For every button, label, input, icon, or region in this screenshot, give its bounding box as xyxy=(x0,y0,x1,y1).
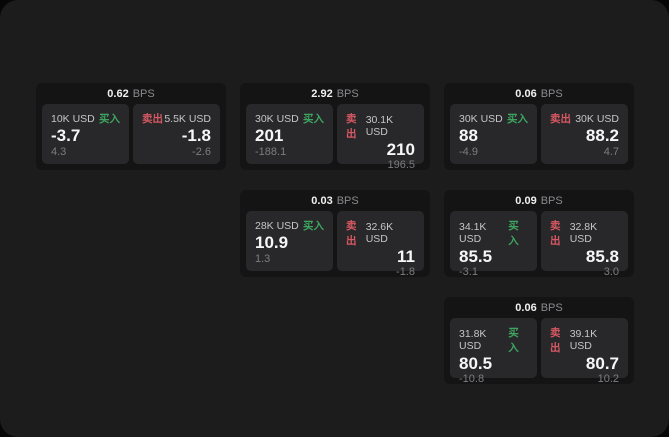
buy-delta: 1.3 xyxy=(255,253,271,265)
buy-price: 80.5 xyxy=(459,354,493,373)
bps-unit-label: BPS xyxy=(540,301,563,314)
buy-size: 10K USD xyxy=(51,112,95,125)
buy-size: 28K USD xyxy=(255,219,299,232)
buy-label: 买入 xyxy=(99,113,120,125)
buy-label: 买入 xyxy=(508,220,519,247)
sell-size: 30K USD xyxy=(575,112,619,125)
sell-size: 32.8K USD xyxy=(569,221,598,245)
buy-label: 买入 xyxy=(507,113,528,125)
sell-panel[interactable]: 卖出 32.6K USD 11 -1.8 xyxy=(337,211,424,278)
bps-value: 0.03 xyxy=(311,194,333,207)
buy-panel[interactable]: 28K USD 买入 10.9 1.3 xyxy=(246,211,333,271)
buy-panel[interactable]: 30K USD 买入 201 -188.1 xyxy=(246,104,333,164)
sell-label: 卖出 xyxy=(550,220,561,247)
sell-price: 80.7 xyxy=(585,354,619,373)
sell-panel[interactable]: 卖出 39.1K USD 80.7 10.2 xyxy=(541,318,628,385)
quote-card: 0.62 BPS 10K USD 买入 -3.7 4.3 卖出 5.5K USD… xyxy=(36,83,226,170)
buy-size: 30K USD xyxy=(459,112,503,125)
sell-label: 卖出 xyxy=(550,327,561,354)
buy-delta: -10.8 xyxy=(459,373,485,385)
sell-size: 39.1K USD xyxy=(569,328,598,352)
buy-size: 30K USD xyxy=(255,112,299,125)
buy-label: 买入 xyxy=(303,113,324,125)
sell-price: 11 xyxy=(397,247,415,266)
bps-header: 0.62 BPS xyxy=(42,83,220,104)
quote-card: 0.09 BPS 34.1K USD 买入 85.5 -3.1 卖出 32.8K… xyxy=(444,190,634,278)
sell-label: 卖出 xyxy=(346,220,357,247)
sell-label: 卖出 xyxy=(346,113,357,140)
quote-card: 2.92 BPS 30K USD 买入 201 -188.1 卖出 30.1K … xyxy=(240,83,430,171)
sell-delta: 10.2 xyxy=(597,373,619,385)
bps-header: 0.03 BPS xyxy=(246,190,424,211)
bps-unit-label: BPS xyxy=(132,87,155,100)
sell-size: 5.5K USD xyxy=(164,112,211,125)
sell-price: 210 xyxy=(386,140,415,159)
bps-unit-label: BPS xyxy=(336,87,359,100)
buy-price: 10.9 xyxy=(255,233,289,252)
sell-delta: -1.8 xyxy=(396,266,415,278)
bps-value: 0.62 xyxy=(107,87,129,100)
sell-panel[interactable]: 卖出 30.1K USD 210 196.5 xyxy=(337,104,424,171)
quote-card: 0.06 BPS 31.8K USD 买入 80.5 -10.8 卖出 39.1… xyxy=(444,297,634,385)
sell-panel[interactable]: 卖出 32.8K USD 85.8 3.0 xyxy=(541,211,628,278)
bps-value: 2.92 xyxy=(311,87,333,100)
sell-label: 卖出 xyxy=(142,113,163,125)
sell-delta: 196.5 xyxy=(387,159,415,171)
buy-price: -3.7 xyxy=(51,126,81,145)
bps-header: 0.09 BPS xyxy=(450,190,628,211)
buy-panel[interactable]: 10K USD 买入 -3.7 4.3 xyxy=(42,104,129,164)
bps-header: 2.92 BPS xyxy=(246,83,424,104)
sell-price: -1.8 xyxy=(181,126,211,145)
sell-size: 30.1K USD xyxy=(365,114,394,138)
sell-size: 32.6K USD xyxy=(365,221,394,245)
buy-price: 201 xyxy=(255,126,284,145)
bps-header: 0.06 BPS xyxy=(450,297,628,318)
bps-value: 0.09 xyxy=(515,194,537,207)
buy-delta: -188.1 xyxy=(255,146,287,158)
bps-header: 0.06 BPS xyxy=(450,83,628,104)
bps-unit-label: BPS xyxy=(540,194,563,207)
sell-price: 88.2 xyxy=(585,126,619,145)
buy-delta: -4.9 xyxy=(459,146,478,158)
sell-panel[interactable]: 卖出 5.5K USD -1.8 -2.6 xyxy=(133,104,220,164)
quote-card: 0.03 BPS 28K USD 买入 10.9 1.3 卖出 32.6K US… xyxy=(240,190,430,278)
buy-panel[interactable]: 31.8K USD 买入 80.5 -10.8 xyxy=(450,318,537,385)
sell-delta: 4.7 xyxy=(603,146,619,158)
buy-price: 85.5 xyxy=(459,247,493,266)
sell-price: 85.8 xyxy=(585,247,619,266)
bps-value: 0.06 xyxy=(515,87,537,100)
buy-delta: -3.1 xyxy=(459,266,478,278)
buy-size: 34.1K USD xyxy=(459,221,487,245)
buy-size: 31.8K USD xyxy=(459,328,487,352)
sell-label: 卖出 xyxy=(550,113,571,125)
buy-panel[interactable]: 30K USD 买入 88 -4.9 xyxy=(450,104,537,164)
bps-value: 0.06 xyxy=(515,301,537,314)
buy-delta: 4.3 xyxy=(51,146,67,158)
buy-panel[interactable]: 34.1K USD 买入 85.5 -3.1 xyxy=(450,211,537,278)
quote-card: 0.06 BPS 30K USD 买入 88 -4.9 卖出 30K USD 8… xyxy=(444,83,634,170)
buy-price: 88 xyxy=(459,126,478,145)
bps-unit-label: BPS xyxy=(336,194,359,207)
sell-delta: -2.6 xyxy=(192,146,211,158)
buy-label: 买入 xyxy=(303,220,324,232)
sell-panel[interactable]: 卖出 30K USD 88.2 4.7 xyxy=(541,104,628,164)
buy-label: 买入 xyxy=(508,327,519,354)
sell-delta: 3.0 xyxy=(603,266,619,278)
bps-unit-label: BPS xyxy=(540,87,563,100)
